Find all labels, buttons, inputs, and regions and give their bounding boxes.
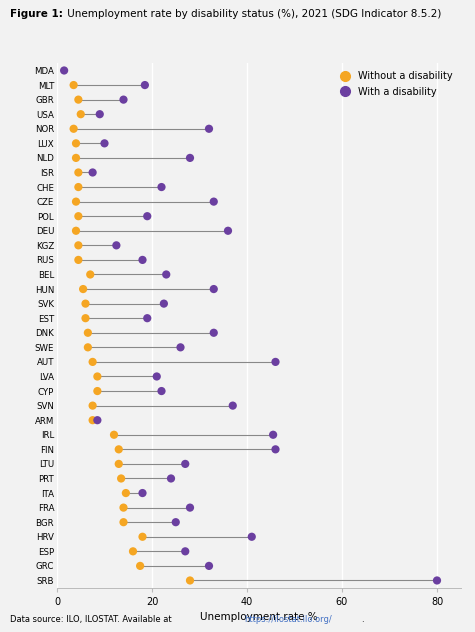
Point bbox=[153, 372, 161, 382]
Point bbox=[75, 167, 82, 178]
Point bbox=[117, 473, 125, 483]
Point bbox=[181, 546, 189, 556]
Point bbox=[72, 138, 80, 149]
Point bbox=[96, 109, 104, 119]
Point bbox=[72, 197, 80, 207]
Point bbox=[84, 343, 92, 353]
Point bbox=[94, 386, 101, 396]
Text: Unemployment rate by disability status (%), 2021 (SDG Indicator 8.5.2): Unemployment rate by disability status (… bbox=[64, 9, 441, 20]
Point bbox=[122, 488, 130, 498]
Point bbox=[115, 459, 123, 469]
Point bbox=[94, 415, 101, 425]
Point bbox=[84, 328, 92, 338]
Point bbox=[89, 415, 96, 425]
Point bbox=[94, 372, 101, 382]
Point bbox=[70, 80, 77, 90]
Point bbox=[186, 153, 194, 163]
Point bbox=[89, 167, 96, 178]
Point bbox=[120, 517, 127, 527]
Point bbox=[248, 532, 256, 542]
Point bbox=[60, 66, 68, 76]
Point bbox=[139, 532, 146, 542]
Point bbox=[139, 255, 146, 265]
Text: https://ilostat.ilo.org/: https://ilostat.ilo.org/ bbox=[245, 616, 332, 624]
Point bbox=[143, 211, 151, 221]
Point bbox=[210, 328, 218, 338]
X-axis label: Unemployment rate %: Unemployment rate % bbox=[200, 612, 318, 623]
Point bbox=[205, 561, 213, 571]
Point bbox=[120, 95, 127, 105]
Point bbox=[272, 444, 279, 454]
Text: Figure 1:: Figure 1: bbox=[10, 9, 62, 20]
Point bbox=[101, 138, 108, 149]
Point bbox=[70, 124, 77, 134]
Text: Data source: ILO, ILOSTAT. Available at: Data source: ILO, ILOSTAT. Available at bbox=[10, 616, 174, 624]
Point bbox=[136, 561, 144, 571]
Point bbox=[129, 546, 137, 556]
Point bbox=[272, 357, 279, 367]
Point bbox=[141, 80, 149, 90]
Point bbox=[77, 109, 85, 119]
Point bbox=[158, 182, 165, 192]
Point bbox=[75, 255, 82, 265]
Point bbox=[181, 459, 189, 469]
Point bbox=[110, 430, 118, 440]
Point bbox=[210, 284, 218, 294]
Point bbox=[160, 298, 168, 308]
Point bbox=[269, 430, 277, 440]
Point bbox=[89, 357, 96, 367]
Point bbox=[224, 226, 232, 236]
Point bbox=[75, 240, 82, 250]
Point bbox=[72, 153, 80, 163]
Point bbox=[177, 343, 184, 353]
Point bbox=[113, 240, 120, 250]
Point bbox=[120, 502, 127, 513]
Point bbox=[86, 269, 94, 279]
Point bbox=[72, 226, 80, 236]
Point bbox=[89, 401, 96, 411]
Point bbox=[79, 284, 87, 294]
Point bbox=[167, 473, 175, 483]
Point bbox=[75, 211, 82, 221]
Point bbox=[162, 269, 170, 279]
Point bbox=[75, 95, 82, 105]
Point bbox=[139, 488, 146, 498]
Point bbox=[433, 575, 441, 585]
Point bbox=[115, 444, 123, 454]
Point bbox=[75, 182, 82, 192]
Point bbox=[158, 386, 165, 396]
Point bbox=[143, 313, 151, 323]
Point bbox=[229, 401, 237, 411]
Legend: Without a disability, With a disability: Without a disability, With a disability bbox=[332, 68, 456, 100]
Point bbox=[172, 517, 180, 527]
Point bbox=[186, 502, 194, 513]
Point bbox=[205, 124, 213, 134]
Text: .: . bbox=[361, 616, 364, 624]
Point bbox=[186, 575, 194, 585]
Point bbox=[82, 298, 89, 308]
Point bbox=[82, 313, 89, 323]
Point bbox=[210, 197, 218, 207]
